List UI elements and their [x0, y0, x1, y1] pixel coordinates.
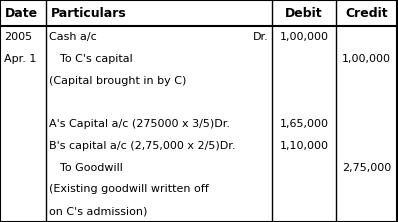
- Text: Cash a/c: Cash a/c: [49, 32, 97, 42]
- Text: Credit: Credit: [345, 7, 388, 20]
- Text: 2,75,000: 2,75,000: [342, 163, 391, 173]
- Text: 1,00,000: 1,00,000: [279, 32, 328, 42]
- Text: To Goodwill: To Goodwill: [60, 163, 123, 173]
- Text: Dr.: Dr.: [252, 32, 268, 42]
- Text: 1,65,000: 1,65,000: [279, 119, 328, 129]
- Text: 1,00,000: 1,00,000: [342, 54, 391, 64]
- Text: Apr. 1: Apr. 1: [4, 54, 36, 64]
- Text: Particulars: Particulars: [51, 7, 126, 20]
- Text: B's capital a/c (2,75,000 x 2/5)Dr.: B's capital a/c (2,75,000 x 2/5)Dr.: [49, 141, 235, 151]
- Text: (Existing goodwill written off: (Existing goodwill written off: [49, 184, 209, 194]
- Text: A's Capital a/c (275000 x 3/5)Dr.: A's Capital a/c (275000 x 3/5)Dr.: [49, 119, 230, 129]
- Text: Date: Date: [5, 7, 38, 20]
- Text: To C's capital: To C's capital: [60, 54, 133, 64]
- Text: 1,10,000: 1,10,000: [279, 141, 328, 151]
- Text: on C's admission): on C's admission): [49, 206, 147, 216]
- Text: Debit: Debit: [285, 7, 323, 20]
- Text: (Capital brought in by C): (Capital brought in by C): [49, 75, 186, 86]
- Text: 2005: 2005: [4, 32, 32, 42]
